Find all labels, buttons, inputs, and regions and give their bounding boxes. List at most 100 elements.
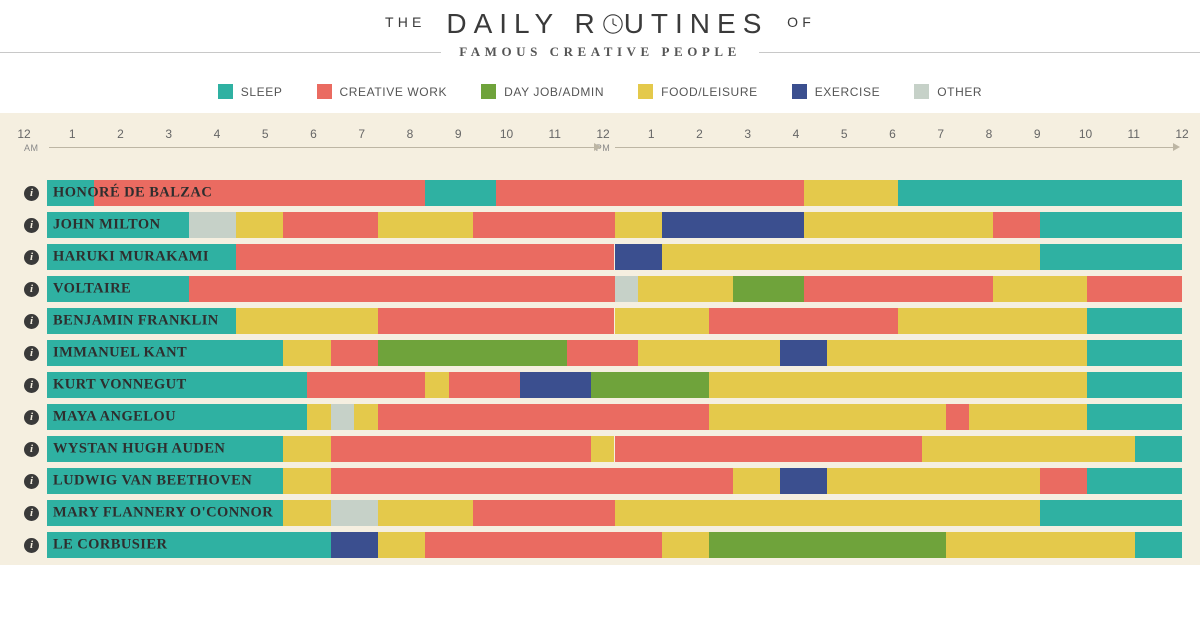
segment-creative[interactable] — [307, 372, 425, 398]
segment-food[interactable] — [283, 436, 330, 462]
info-icon[interactable]: i — [24, 538, 39, 553]
segment-food[interactable] — [993, 276, 1088, 302]
segment-food[interactable] — [236, 212, 283, 238]
segment-creative[interactable] — [425, 308, 614, 334]
segment-food[interactable] — [615, 212, 662, 238]
routine-bar[interactable]: HARUKI MURAKAMI — [47, 244, 1182, 270]
segment-creative[interactable] — [378, 308, 425, 334]
legend-item-other[interactable]: OTHER — [914, 84, 982, 99]
segment-dayjob[interactable] — [733, 276, 804, 302]
routine-bar[interactable]: BENJAMIN FRANKLIN — [47, 308, 1182, 334]
segment-exercise[interactable] — [615, 244, 662, 270]
legend-item-creative[interactable]: CREATIVE WORK — [317, 84, 448, 99]
segment-food[interactable] — [827, 340, 1087, 366]
segment-dayjob[interactable] — [709, 532, 945, 558]
segment-food[interactable] — [969, 404, 1087, 430]
segment-food[interactable] — [662, 244, 1040, 270]
info-icon[interactable]: i — [24, 186, 39, 201]
segment-exercise[interactable] — [662, 212, 804, 238]
segment-food[interactable] — [354, 404, 378, 430]
segment-food[interactable] — [946, 532, 993, 558]
routine-bar[interactable]: JOHN MILTON — [47, 212, 1182, 238]
segment-creative[interactable] — [331, 436, 591, 462]
segment-food[interactable] — [638, 276, 733, 302]
segment-food[interactable] — [638, 340, 780, 366]
segment-food[interactable] — [804, 212, 993, 238]
segment-creative[interactable] — [189, 276, 615, 302]
info-icon[interactable]: i — [24, 410, 39, 425]
segment-creative[interactable] — [567, 340, 638, 366]
segment-creative[interactable] — [236, 244, 614, 270]
segment-sleep[interactable] — [1135, 436, 1182, 462]
segment-food[interactable] — [993, 532, 1135, 558]
legend-item-food[interactable]: FOOD/LEISURE — [638, 84, 758, 99]
segment-sleep[interactable] — [1087, 340, 1182, 366]
routine-bar[interactable]: LUDWIG VAN BEETHOVEN — [47, 468, 1182, 494]
segment-food[interactable] — [378, 212, 473, 238]
segment-creative[interactable] — [449, 372, 520, 398]
segment-food[interactable] — [615, 308, 710, 334]
segment-sleep[interactable] — [1087, 468, 1182, 494]
segment-food[interactable] — [733, 468, 780, 494]
segment-sleep[interactable] — [1087, 308, 1182, 334]
routine-bar[interactable]: IMMANUEL KANT — [47, 340, 1182, 366]
info-icon[interactable]: i — [24, 346, 39, 361]
segment-creative[interactable] — [804, 276, 993, 302]
segment-creative[interactable] — [709, 308, 898, 334]
segment-food[interactable] — [378, 500, 473, 526]
segment-exercise[interactable] — [780, 468, 827, 494]
info-icon[interactable]: i — [24, 474, 39, 489]
segment-food[interactable] — [283, 500, 330, 526]
segment-creative[interactable] — [1040, 468, 1087, 494]
segment-food[interactable] — [591, 436, 615, 462]
segment-other[interactable] — [615, 276, 639, 302]
segment-food[interactable] — [922, 436, 1135, 462]
segment-food[interactable] — [709, 404, 945, 430]
segment-sleep[interactable] — [1135, 532, 1182, 558]
segment-food[interactable] — [283, 308, 378, 334]
info-icon[interactable]: i — [24, 282, 39, 297]
info-icon[interactable]: i — [24, 314, 39, 329]
segment-sleep[interactable] — [1040, 500, 1182, 526]
segment-food[interactable] — [283, 340, 330, 366]
segment-food[interactable] — [898, 308, 1087, 334]
segment-creative[interactable] — [331, 468, 733, 494]
segment-creative[interactable] — [496, 180, 803, 206]
segment-food[interactable] — [804, 180, 899, 206]
segment-creative[interactable] — [283, 212, 378, 238]
segment-exercise[interactable] — [520, 372, 591, 398]
segment-other[interactable] — [189, 212, 236, 238]
segment-food[interactable] — [615, 500, 1041, 526]
segment-sleep[interactable] — [1087, 404, 1182, 430]
segment-creative[interactable] — [615, 436, 922, 462]
segment-sleep[interactable] — [425, 180, 496, 206]
segment-food[interactable] — [378, 532, 425, 558]
segment-creative[interactable] — [993, 212, 1040, 238]
segment-food[interactable] — [662, 532, 709, 558]
segment-sleep[interactable] — [898, 180, 1182, 206]
segment-sleep[interactable] — [1040, 212, 1182, 238]
segment-other[interactable] — [331, 500, 378, 526]
segment-food[interactable] — [851, 372, 1087, 398]
segment-food[interactable] — [425, 372, 449, 398]
info-icon[interactable]: i — [24, 218, 39, 233]
segment-creative[interactable] — [378, 404, 709, 430]
routine-bar[interactable]: LE CORBUSIER — [47, 532, 1182, 558]
legend-item-exercise[interactable]: EXERCISE — [792, 84, 881, 99]
segment-creative[interactable] — [946, 404, 970, 430]
info-icon[interactable]: i — [24, 442, 39, 457]
segment-sleep[interactable] — [1087, 372, 1182, 398]
segment-food[interactable] — [709, 372, 851, 398]
info-icon[interactable]: i — [24, 250, 39, 265]
segment-creative[interactable] — [473, 212, 615, 238]
segment-creative[interactable] — [425, 532, 661, 558]
legend-item-dayjob[interactable]: DAY JOB/ADMIN — [481, 84, 604, 99]
segment-creative[interactable] — [473, 500, 615, 526]
segment-creative[interactable] — [1087, 276, 1182, 302]
segment-food[interactable] — [307, 404, 331, 430]
routine-bar[interactable]: KURT VONNEGUT — [47, 372, 1182, 398]
segment-exercise[interactable] — [780, 340, 827, 366]
segment-other[interactable] — [331, 404, 355, 430]
routine-bar[interactable]: HONORÉ DE BALZAC — [47, 180, 1182, 206]
routine-bar[interactable]: WYSTAN HUGH AUDEN — [47, 436, 1182, 462]
